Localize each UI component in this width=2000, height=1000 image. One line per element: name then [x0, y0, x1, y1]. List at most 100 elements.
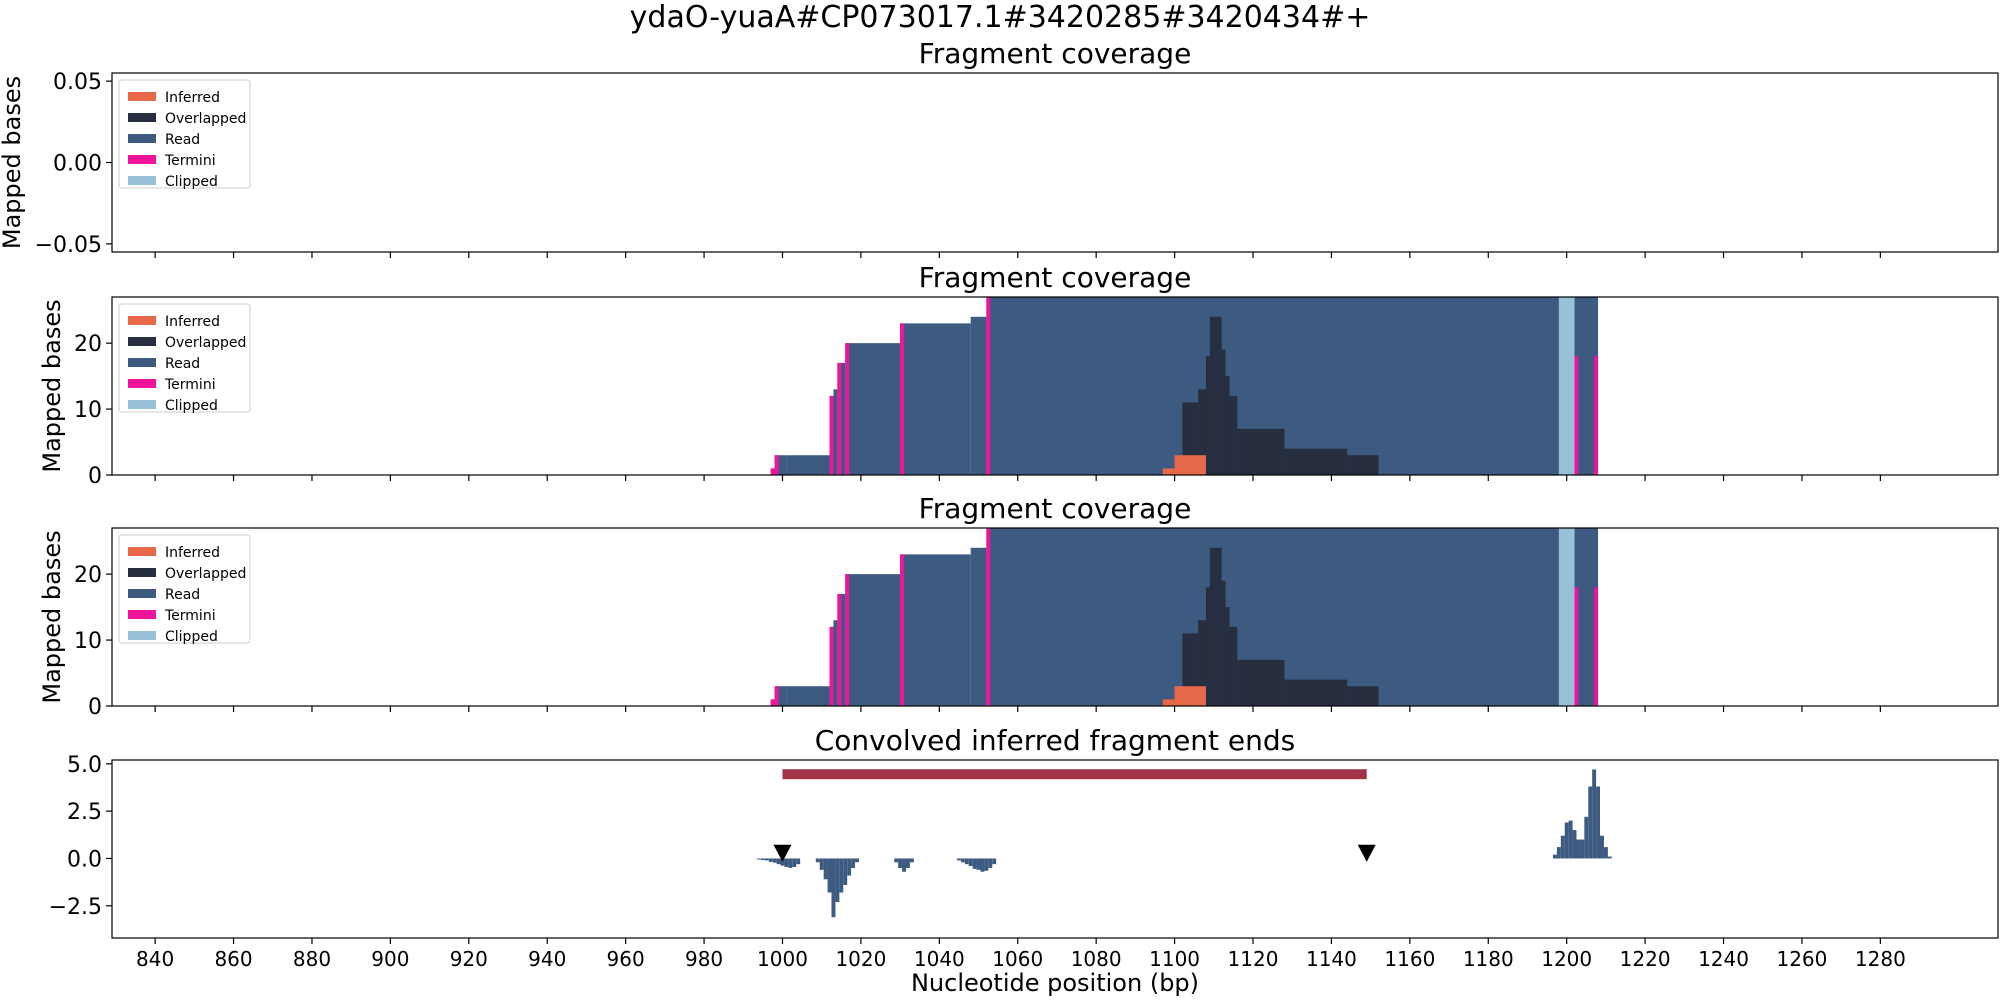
- coverage-segment-read: [786, 455, 830, 475]
- coverage-segment-overlapped: [1209, 547, 1222, 706]
- x-tick-label: 880: [293, 947, 331, 971]
- coverage-segment-overlapped: [1284, 679, 1348, 706]
- end-signal-bar: [776, 858, 781, 865]
- coverage-segment-termini: [837, 362, 842, 475]
- y-tick-label: 0.05: [53, 70, 102, 95]
- legend-label-inferred: Inferred: [165, 90, 220, 106]
- end-signal-bar: [1568, 820, 1573, 859]
- legend-swatch-termini: [128, 379, 156, 388]
- coverage-segment-termini: [770, 468, 775, 475]
- panel-title: Convolved inferred fragment ends: [815, 724, 1296, 757]
- coverage-segment-clipped: [1558, 528, 1575, 706]
- end-signal-bar: [772, 858, 777, 863]
- end-signal-bar: [898, 858, 903, 868]
- end-signal-bar: [964, 858, 969, 865]
- legend-label-termini: Termini: [164, 608, 216, 624]
- y-axis-label: Mapped bases: [38, 530, 66, 703]
- legend-label-read: Read: [165, 356, 200, 372]
- legend-swatch-read: [128, 358, 156, 367]
- legend: Inferred Overlapped Read Termini Clipped: [118, 534, 251, 645]
- legend-label-read: Read: [165, 587, 200, 603]
- end-signal-bar: [819, 858, 824, 870]
- end-signal-bar: [984, 858, 989, 871]
- x-tick-label: 1160: [1384, 947, 1435, 971]
- x-tick-label: 920: [450, 947, 488, 971]
- coverage-segment-termini: [837, 593, 842, 706]
- coverage-segment-termini: [845, 343, 850, 475]
- end-signal-bar: [768, 858, 773, 862]
- x-tick-label: 1060: [992, 947, 1043, 971]
- legend: Inferred Overlapped Read Termini Clipped: [118, 303, 251, 414]
- end-signal-bar: [1564, 822, 1569, 859]
- x-tick-label: 860: [214, 947, 252, 971]
- end-signal-bar: [835, 858, 840, 903]
- chart-panel-3: Fragment coverage 0 10 20 Mapped bases Inferr…: [38, 492, 1999, 720]
- coverage-segment-overlapped: [1205, 587, 1210, 706]
- legend-label-inferred: Inferred: [165, 545, 220, 561]
- coverage-segment-read: [786, 686, 830, 706]
- end-signal-bar: [1580, 839, 1585, 859]
- end-signal-bar: [1600, 835, 1604, 859]
- coverage-segment-termini: [1574, 356, 1579, 475]
- fragment-end-marker: [1357, 844, 1376, 862]
- y-tick-label: 10: [74, 629, 102, 654]
- coverage-segment-read: [970, 547, 987, 706]
- legend-swatch-inferred: [128, 316, 156, 325]
- end-signal-bar: [851, 858, 856, 868]
- coverage-segment-overlapped: [1225, 607, 1230, 706]
- legend-swatch-read: [128, 134, 156, 143]
- x-tick-label: 1040: [914, 947, 965, 971]
- end-signal-bar: [815, 858, 820, 863]
- legend-swatch-termini: [128, 155, 156, 164]
- x-tick-label: 900: [371, 947, 409, 971]
- end-signal-bar: [909, 858, 914, 863]
- end-signal-bar: [1592, 769, 1597, 859]
- end-signal-bar: [968, 858, 973, 867]
- end-signal-bar: [792, 858, 797, 867]
- end-signal-bar: [1556, 847, 1561, 859]
- x-tick-label: 940: [528, 947, 566, 971]
- end-signal-bar: [839, 858, 844, 893]
- coverage-segment-read: [986, 297, 1599, 475]
- x-tick-label: 960: [607, 947, 645, 971]
- x-tick-label: 1220: [1620, 947, 1671, 971]
- coverage-segment-overlapped: [1205, 356, 1210, 475]
- legend: Inferred Overlapped Read Termini Clipped: [118, 79, 251, 190]
- coverage-segment-inferred: [1174, 686, 1206, 706]
- panel-title: Fragment coverage: [919, 261, 1192, 294]
- legend-swatch-read: [128, 589, 156, 598]
- inferred-interval-bar: [782, 769, 1367, 780]
- legend-swatch-inferred: [128, 547, 156, 556]
- y-tick-label: −0.05: [35, 233, 102, 258]
- coverage-segment-read: [900, 554, 971, 706]
- coverage-segment-read: [774, 686, 787, 706]
- coverage-segment-overlapped: [1237, 659, 1285, 706]
- end-signal-bar: [764, 858, 769, 861]
- end-signal-bar: [1576, 839, 1581, 859]
- end-signal-bar: [902, 858, 907, 872]
- y-tick-label: 5.0: [67, 753, 102, 778]
- coverage-segment-termini: [845, 574, 850, 706]
- legend-label-overlapped: Overlapped: [165, 111, 246, 127]
- axes-frame: [111, 759, 1999, 939]
- coverage-segment-termini: [829, 395, 834, 475]
- legend-swatch-termini: [128, 610, 156, 619]
- coverage-segment-termini: [774, 686, 779, 706]
- end-signal-bar: [784, 858, 789, 867]
- coverage-segment-read: [833, 620, 838, 706]
- fragment-end-marker: [773, 844, 792, 862]
- coverage-segment-termini: [986, 528, 991, 706]
- x-tick-label: 1120: [1228, 947, 1279, 971]
- end-signal-bar: [788, 858, 793, 868]
- coverage-segment-overlapped: [1225, 376, 1230, 475]
- legend-label-clipped: Clipped: [165, 398, 218, 414]
- x-tick-label: 1100: [1149, 947, 1200, 971]
- legend-label-termini: Termini: [164, 153, 216, 169]
- end-signal-bar: [823, 858, 828, 880]
- coverage-segment-overlapped: [1221, 349, 1226, 475]
- legend-label-clipped: Clipped: [165, 629, 218, 645]
- chart-panel-1: Fragment coverage −0.05 0.00 0.05 Mapped bas…: [0, 37, 1999, 258]
- x-tick-label: 1280: [1855, 947, 1906, 971]
- coverage-segment-read: [970, 316, 987, 475]
- end-signal-bar: [972, 858, 977, 869]
